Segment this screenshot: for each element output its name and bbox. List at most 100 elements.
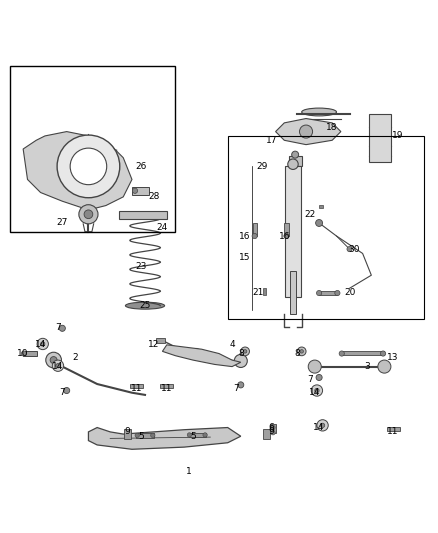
Bar [124,429,131,439]
Bar [263,429,270,439]
Text: 7: 7 [55,323,61,332]
Circle shape [79,205,98,224]
Text: 4: 4 [229,341,235,349]
Circle shape [59,325,65,332]
Circle shape [321,423,325,427]
Ellipse shape [302,108,336,116]
Text: 7: 7 [233,384,239,393]
Circle shape [315,389,319,393]
Circle shape [308,360,321,373]
Text: 19: 19 [392,132,403,140]
Circle shape [203,433,207,437]
Text: 14: 14 [314,423,325,432]
Circle shape [244,350,247,353]
Text: 17: 17 [265,136,277,145]
Bar [289,156,302,166]
Circle shape [41,342,45,346]
Bar [23,351,37,356]
Circle shape [339,351,344,356]
Circle shape [241,347,250,356]
Text: 26: 26 [135,162,146,171]
Circle shape [311,385,322,396]
Text: 29: 29 [257,162,268,171]
Text: 16: 16 [239,231,251,240]
Bar [319,205,323,208]
Text: 24: 24 [157,223,168,232]
Text: 25: 25 [139,301,151,310]
Text: 28: 28 [148,192,159,201]
Circle shape [317,419,328,431]
Text: 13: 13 [387,353,399,362]
Ellipse shape [125,302,165,309]
Text: 7: 7 [60,388,65,397]
Circle shape [300,350,304,353]
Circle shape [187,433,191,437]
Bar [285,166,301,297]
Circle shape [84,210,93,219]
Bar [270,424,276,433]
Polygon shape [88,427,241,449]
Circle shape [70,148,107,184]
Text: 16: 16 [279,231,290,240]
Circle shape [135,433,139,438]
Text: 6: 6 [268,423,274,432]
Text: 9: 9 [268,427,274,437]
Circle shape [335,290,340,296]
Bar [290,271,296,314]
Text: 7: 7 [307,375,313,384]
Circle shape [238,382,244,388]
Circle shape [234,354,247,367]
Text: 14: 14 [52,362,64,371]
Circle shape [37,338,48,350]
Text: 8: 8 [294,349,300,358]
Circle shape [381,351,386,356]
Text: 1: 1 [186,466,191,475]
Bar [387,426,399,431]
Text: 11: 11 [387,427,399,437]
Circle shape [292,151,299,158]
Bar [369,114,391,162]
Circle shape [64,387,70,393]
Circle shape [57,135,120,198]
Bar [130,384,143,389]
Bar [160,384,173,389]
Text: 5: 5 [190,432,196,441]
Text: 30: 30 [348,245,360,254]
Text: 2: 2 [73,353,78,362]
Circle shape [151,433,155,438]
Text: 5: 5 [138,432,144,441]
Text: 11: 11 [161,384,173,393]
Bar [319,291,336,295]
Circle shape [317,290,322,296]
Bar [156,338,166,343]
Bar [284,223,289,236]
Bar [253,223,257,236]
Text: 14: 14 [35,341,46,349]
Polygon shape [23,132,132,210]
Bar [228,136,424,319]
Circle shape [378,360,391,373]
Text: 11: 11 [131,384,142,393]
Bar [132,187,149,195]
Text: 10: 10 [18,349,29,358]
Circle shape [52,360,64,372]
Text: 23: 23 [135,262,146,271]
Circle shape [132,188,138,193]
Circle shape [288,159,298,169]
Text: 9: 9 [125,427,131,437]
Circle shape [252,233,257,239]
Bar [10,66,176,232]
Text: 12: 12 [148,341,159,349]
Text: 15: 15 [239,253,251,262]
Bar [119,211,167,219]
Bar [188,433,206,437]
Circle shape [56,364,60,368]
Text: 22: 22 [305,210,316,219]
Text: 18: 18 [326,123,338,132]
Polygon shape [162,345,241,367]
Bar [262,288,266,295]
Circle shape [316,375,322,381]
Bar [136,433,154,438]
Circle shape [347,246,352,252]
Circle shape [50,357,57,364]
